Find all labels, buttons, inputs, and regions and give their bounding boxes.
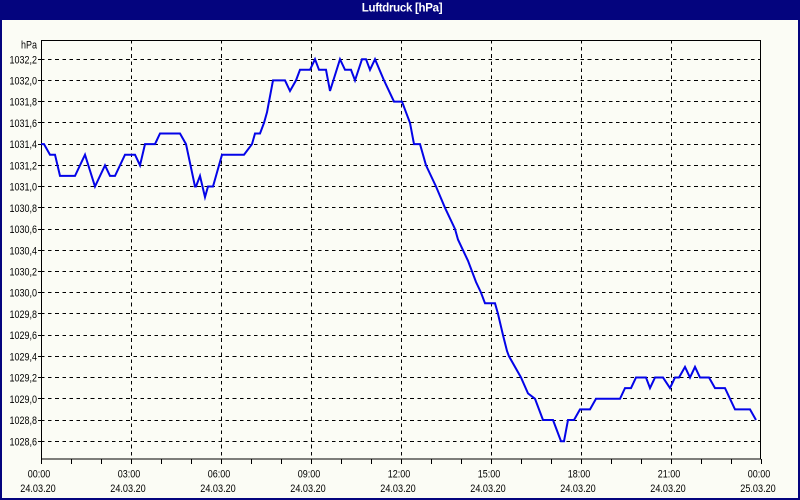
svg-text:00:00: 00:00 — [28, 468, 51, 480]
svg-text:21:00: 21:00 — [658, 468, 681, 480]
svg-text:1030,8: 1030,8 — [10, 203, 38, 215]
svg-text:24.03.20: 24.03.20 — [470, 483, 506, 495]
svg-text:1028,6: 1028,6 — [10, 436, 38, 448]
svg-text:1031,8: 1031,8 — [10, 97, 38, 109]
svg-text:1030,2: 1030,2 — [10, 267, 38, 279]
svg-text:1032,2: 1032,2 — [10, 54, 38, 66]
svg-text:18:00: 18:00 — [568, 468, 591, 480]
svg-text:1028,8: 1028,8 — [10, 415, 38, 427]
svg-text:24.03.20: 24.03.20 — [200, 483, 236, 495]
svg-text:Luftdruck [hPa]: Luftdruck [hPa] — [362, 3, 443, 15]
svg-text:24.03.20: 24.03.20 — [20, 483, 56, 495]
svg-text:03:00: 03:00 — [118, 468, 141, 480]
svg-text:1031,4: 1031,4 — [10, 139, 38, 151]
svg-text:24.03.20: 24.03.20 — [650, 483, 686, 495]
svg-text:1029,8: 1029,8 — [10, 309, 38, 321]
svg-text:1029,2: 1029,2 — [10, 373, 38, 385]
svg-text:25.03.20: 25.03.20 — [740, 483, 776, 495]
svg-text:15:00: 15:00 — [478, 468, 501, 480]
svg-text:1031,0: 1031,0 — [10, 182, 38, 194]
svg-text:24.03.20: 24.03.20 — [290, 483, 326, 495]
svg-text:1029,4: 1029,4 — [10, 351, 38, 363]
svg-text:1030,0: 1030,0 — [10, 288, 38, 300]
svg-text:24.03.20: 24.03.20 — [110, 483, 146, 495]
svg-text:1031,2: 1031,2 — [10, 160, 38, 172]
svg-text:1029,0: 1029,0 — [10, 394, 38, 406]
svg-text:1030,4: 1030,4 — [10, 245, 38, 257]
svg-text:12:00: 12:00 — [388, 468, 411, 480]
svg-text:06:00: 06:00 — [208, 468, 231, 480]
svg-text:1029,6: 1029,6 — [10, 330, 38, 342]
svg-text:24.03.20: 24.03.20 — [560, 483, 596, 495]
svg-text:09:00: 09:00 — [298, 468, 321, 480]
svg-text:1030,6: 1030,6 — [10, 224, 38, 236]
svg-text:1032,0: 1032,0 — [10, 76, 38, 88]
svg-text:00:00: 00:00 — [748, 468, 771, 480]
svg-text:24.03.20: 24.03.20 — [380, 483, 416, 495]
svg-text:hPa: hPa — [21, 40, 38, 52]
svg-text:1031,6: 1031,6 — [10, 118, 38, 130]
